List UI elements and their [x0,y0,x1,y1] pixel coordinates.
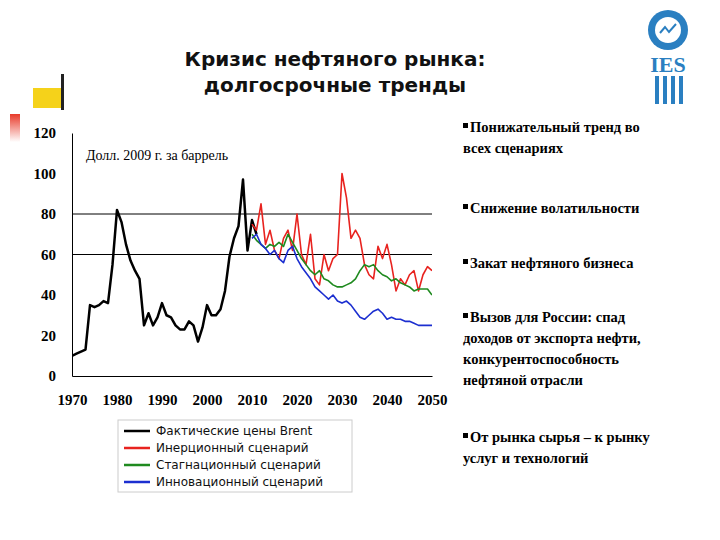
logo-icon [660,24,676,33]
bullet-text: всех сценариях [463,140,564,156]
bullet-marker [463,433,468,438]
x-tick: 2010 [238,376,268,408]
legend-label: Инновационный сценарий [156,475,323,489]
x-tick: 2030 [328,376,358,408]
reference-line [72,214,432,215]
bullets: Понижательный тренд во всех сценариях Сниж… [463,119,650,466]
legend-swatch [124,447,150,450]
x-tick-label: 1980 [103,392,133,408]
red-mark [10,114,20,142]
series-line [252,174,432,291]
logo-circle [648,10,688,50]
legend-box [118,420,352,492]
bullet-marker [463,204,468,209]
plot-area [72,174,432,356]
legend: Фактические цены Brent Инерционный сценар… [118,420,352,492]
y-axis-line [72,134,73,377]
bullet-text: От рынка сырья – к рынку [470,429,650,445]
x-tick-label: 1970 [58,392,88,408]
x-tick-label: 2000 [193,392,223,408]
y-tick: 60 [41,247,72,263]
x-tick: 1990 [148,376,178,408]
y-tick: 120 [34,125,73,141]
x-tick-label: 2030 [328,392,358,408]
legend-label: Фактические цены Brent [156,424,313,438]
legend-label: Инерционный сценарий [156,441,308,455]
logo-bar [663,76,667,104]
bullet-text: доходов от экспорта нефти, [463,330,641,346]
bullet-text: нефтяной отрасли [463,372,583,388]
y-tick: 80 [41,206,72,222]
y-tick-label: 80 [41,206,56,222]
y-tick: 40 [41,287,72,303]
y-tick-label: 60 [41,247,56,263]
logo-bar [671,76,675,104]
bullet-text: конкурентоспособность [463,351,619,367]
legend-swatch [124,430,150,433]
y-tick-label: 100 [34,166,57,182]
logo-bar [655,76,659,104]
x-tick: 2020 [283,376,313,408]
annotation: Долл. 2009 г. за баррель [86,148,228,163]
y-tick-label: 0 [49,368,57,384]
reference-line [72,254,432,255]
series-line [72,180,257,356]
y-tick-label: 40 [41,287,56,303]
title: Кризис нефтяного рынка:долгосрочные трен… [185,47,486,97]
y-tick: 20 [41,328,72,344]
series-line [252,234,432,325]
legend-label: Стагнационный сценарий [156,458,321,472]
y-tick: 0 [49,368,73,384]
logo-bar [679,76,683,104]
logo: IES [648,10,688,104]
x-tick: 2050 [418,376,448,408]
x-tick: 1970 [58,376,88,408]
legend-swatch [124,464,150,467]
logo-inner [655,17,681,43]
black-bar [61,74,64,110]
bullet-text: Вызов для России: спад [470,309,626,325]
slide: IES Кризис нефтяного рынка:долгосрочные т… [0,0,720,540]
bullet-text: Закат нефтяного бизнеса [470,255,634,271]
x-tick-label: 1990 [148,392,178,408]
legend-swatch [124,481,150,484]
bullet-text: Понижательный тренд во [470,119,640,135]
bullet-marker [463,123,468,128]
bullet-marker [463,313,468,318]
x-axis-line [73,376,433,377]
x-tick-label: 2020 [283,392,313,408]
x-tick-label: 2050 [418,392,448,408]
x-tick: 2000 [193,376,223,408]
yellow-block [33,88,61,108]
y-axis: 0 20 40 60 80 100 120 [34,125,73,384]
logo-text: IES [650,52,685,77]
bullet-text: Снижение волатильности [470,200,639,216]
x-tick-label: 2040 [373,392,403,408]
bullet-marker [463,259,468,264]
y-tick-label: 120 [34,125,57,141]
x-tick: 1980 [103,376,133,408]
x-tick-label: 2010 [238,392,268,408]
y-tick: 100 [34,166,73,182]
bullet-text: услуг и технологий [463,450,588,466]
x-axis: 1970 1980 1990 2000 2010 2020 2030 2040 2050 [58,376,448,408]
y-tick-label: 20 [41,328,56,344]
series-line [252,234,432,295]
x-tick: 2040 [373,376,403,408]
